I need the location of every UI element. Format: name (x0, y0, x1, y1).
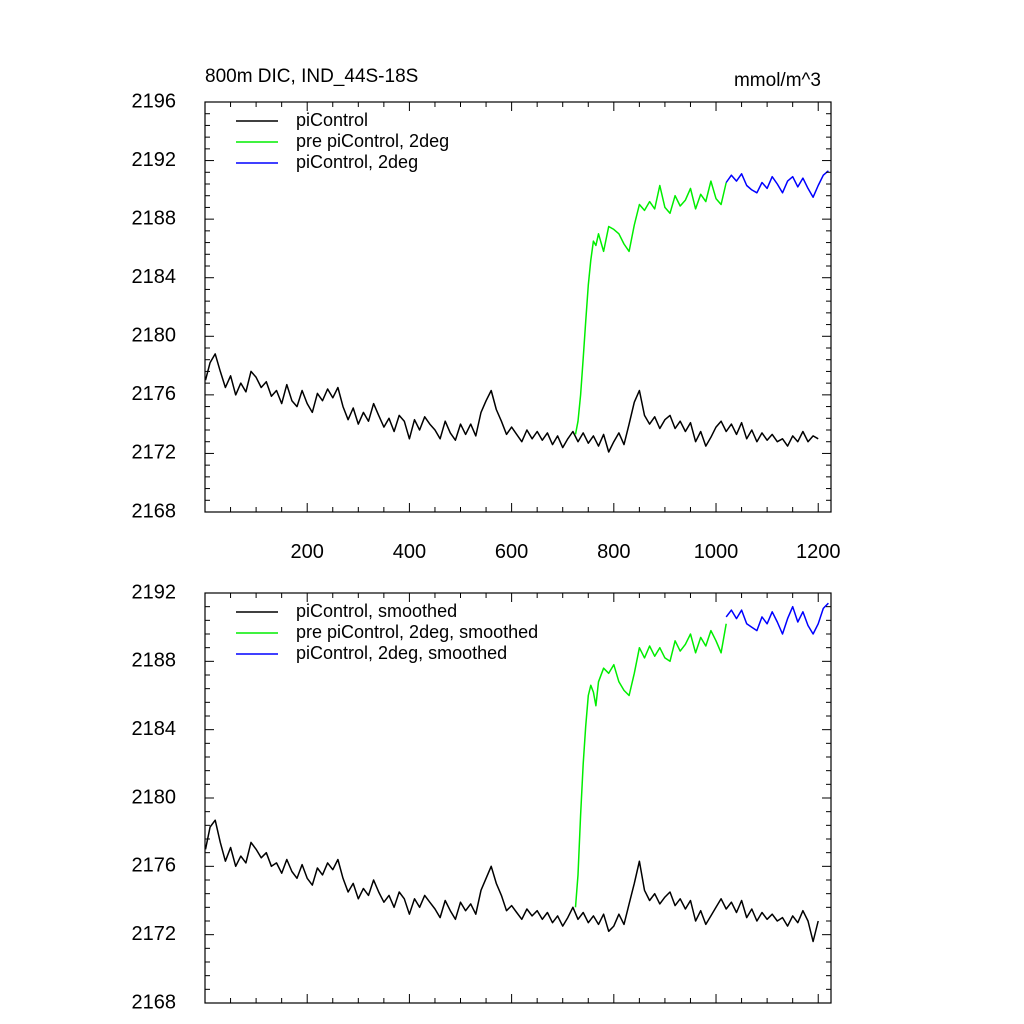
legend-label: pre piControl, 2deg (296, 131, 449, 151)
series-line-picontrol-2deg-smoothed (725, 602, 829, 635)
chart-units: mmol/m^3 (734, 70, 821, 91)
y-tick-label: 2176 (132, 383, 177, 405)
plot-series-group (204, 602, 829, 943)
series-line-pre-picontrol-2deg (574, 180, 727, 435)
y-tick-label: 2188 (132, 207, 177, 229)
tick-group: 2168 2172 2176 2180 2184 2188 2192 2196 200 400 60… (132, 90, 841, 563)
y-tick-label: 2192 (132, 149, 177, 171)
legend-label: piControl (296, 110, 368, 130)
x-tick-label: 400 (393, 541, 426, 563)
x-tick-label: 800 (597, 541, 630, 563)
x-tick-label: 200 (291, 541, 324, 563)
y-tick-label: 2172 (132, 923, 177, 945)
top-chart-panel: 800m DIC, IND_44S-18S mmol/m^3 216821722… (132, 66, 841, 563)
y-tick-label: 2168 (132, 500, 177, 522)
y-tick-label: 2172 (132, 442, 177, 464)
series-line-picontrol-2deg (725, 170, 829, 198)
legend-label: piControl, 2deg, smoothed (296, 643, 507, 663)
series-line-pre-picontrol-2deg-smoothed (574, 623, 727, 908)
y-tick-label: 2192 (132, 581, 177, 603)
series-line-picontrol-smoothed (204, 819, 819, 943)
x-tick-label: 1200 (796, 541, 841, 563)
y-tick-label: 2176 (132, 855, 177, 877)
bottom-chart-panel: 2168 2172 2176 2180 2184 2188 2192 piControl, … (132, 581, 832, 1013)
tick-group: 2168 2172 2176 2180 2184 2188 2192 (132, 581, 831, 1013)
x-tick-label: 1000 (694, 541, 739, 563)
y-tick-label: 2184 (132, 266, 177, 288)
y-tick-label: 2180 (132, 786, 177, 808)
chart-title: 800m DIC, IND_44S-18S (205, 66, 418, 87)
y-tick-label: 2184 (132, 718, 177, 740)
x-tick-label: 600 (495, 541, 528, 563)
y-tick-label: 2168 (132, 991, 177, 1013)
legend-label: piControl, smoothed (296, 601, 457, 621)
legend-label: pre piControl, 2deg, smoothed (296, 622, 538, 642)
series-line-picontrol (204, 353, 819, 453)
legend-label: piControl, 2deg (296, 152, 418, 172)
y-tick-label: 2188 (132, 650, 177, 672)
y-tick-label: 2196 (132, 90, 177, 112)
y-tick-label: 2180 (132, 325, 177, 347)
plot-series-group (204, 170, 829, 453)
plot-frame (204, 101, 832, 513)
